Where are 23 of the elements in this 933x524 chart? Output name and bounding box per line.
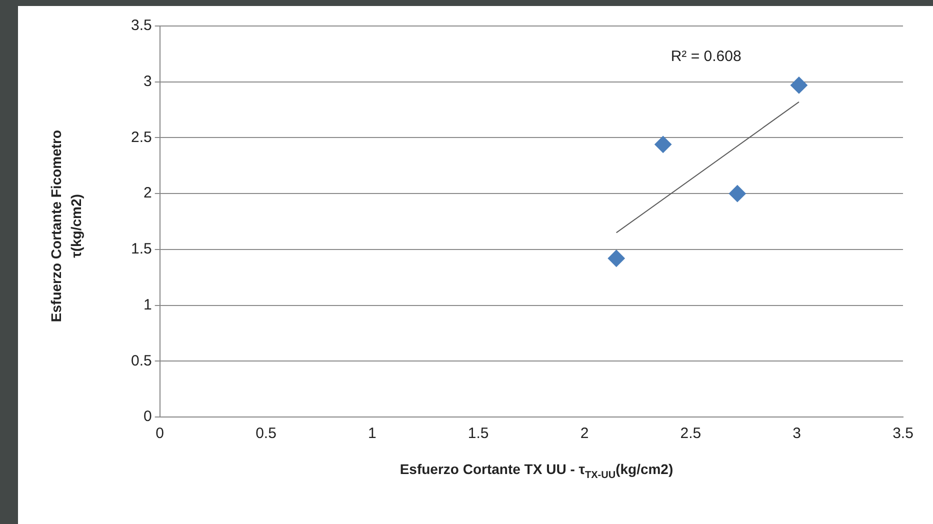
point [790,76,808,94]
annotation: R² = 0.608 [670,48,742,65]
y-tick-label: 1 [144,296,152,314]
x-tick-label: 2.5 [680,425,702,442]
y-tick-label: 2 [144,184,152,202]
y-axis-title: Esfuerzo Cortante Ficometro τ(kg/cm2) [48,130,84,322]
x-tick-label: 2 [580,425,589,442]
x-tick-label: 3 [792,425,802,442]
x-tick-label: 1 [368,425,376,442]
x-tick-label: 1.5 [468,425,489,442]
y-tick-label: 3 [144,73,152,90]
x-tick-label: 3.5 [892,425,914,442]
y-tick-label: 3.5 [130,17,152,34]
x-axis-title: Esfuerzo Cortante TX UU - τ$_{TX-UU}$(kg/cm2) [398,461,674,481]
y-tick-label: 2.5 [130,128,152,146]
x-tick-label: 0 [156,425,164,442]
point [608,250,625,267]
y-tick-label: 0 [144,408,152,426]
point [728,185,746,202]
x-tick-label: 0.5 [256,425,276,442]
y-tick-label: 0.5 [130,352,152,370]
y-tick-label: 1.5 [130,240,152,258]
point [654,136,672,153]
